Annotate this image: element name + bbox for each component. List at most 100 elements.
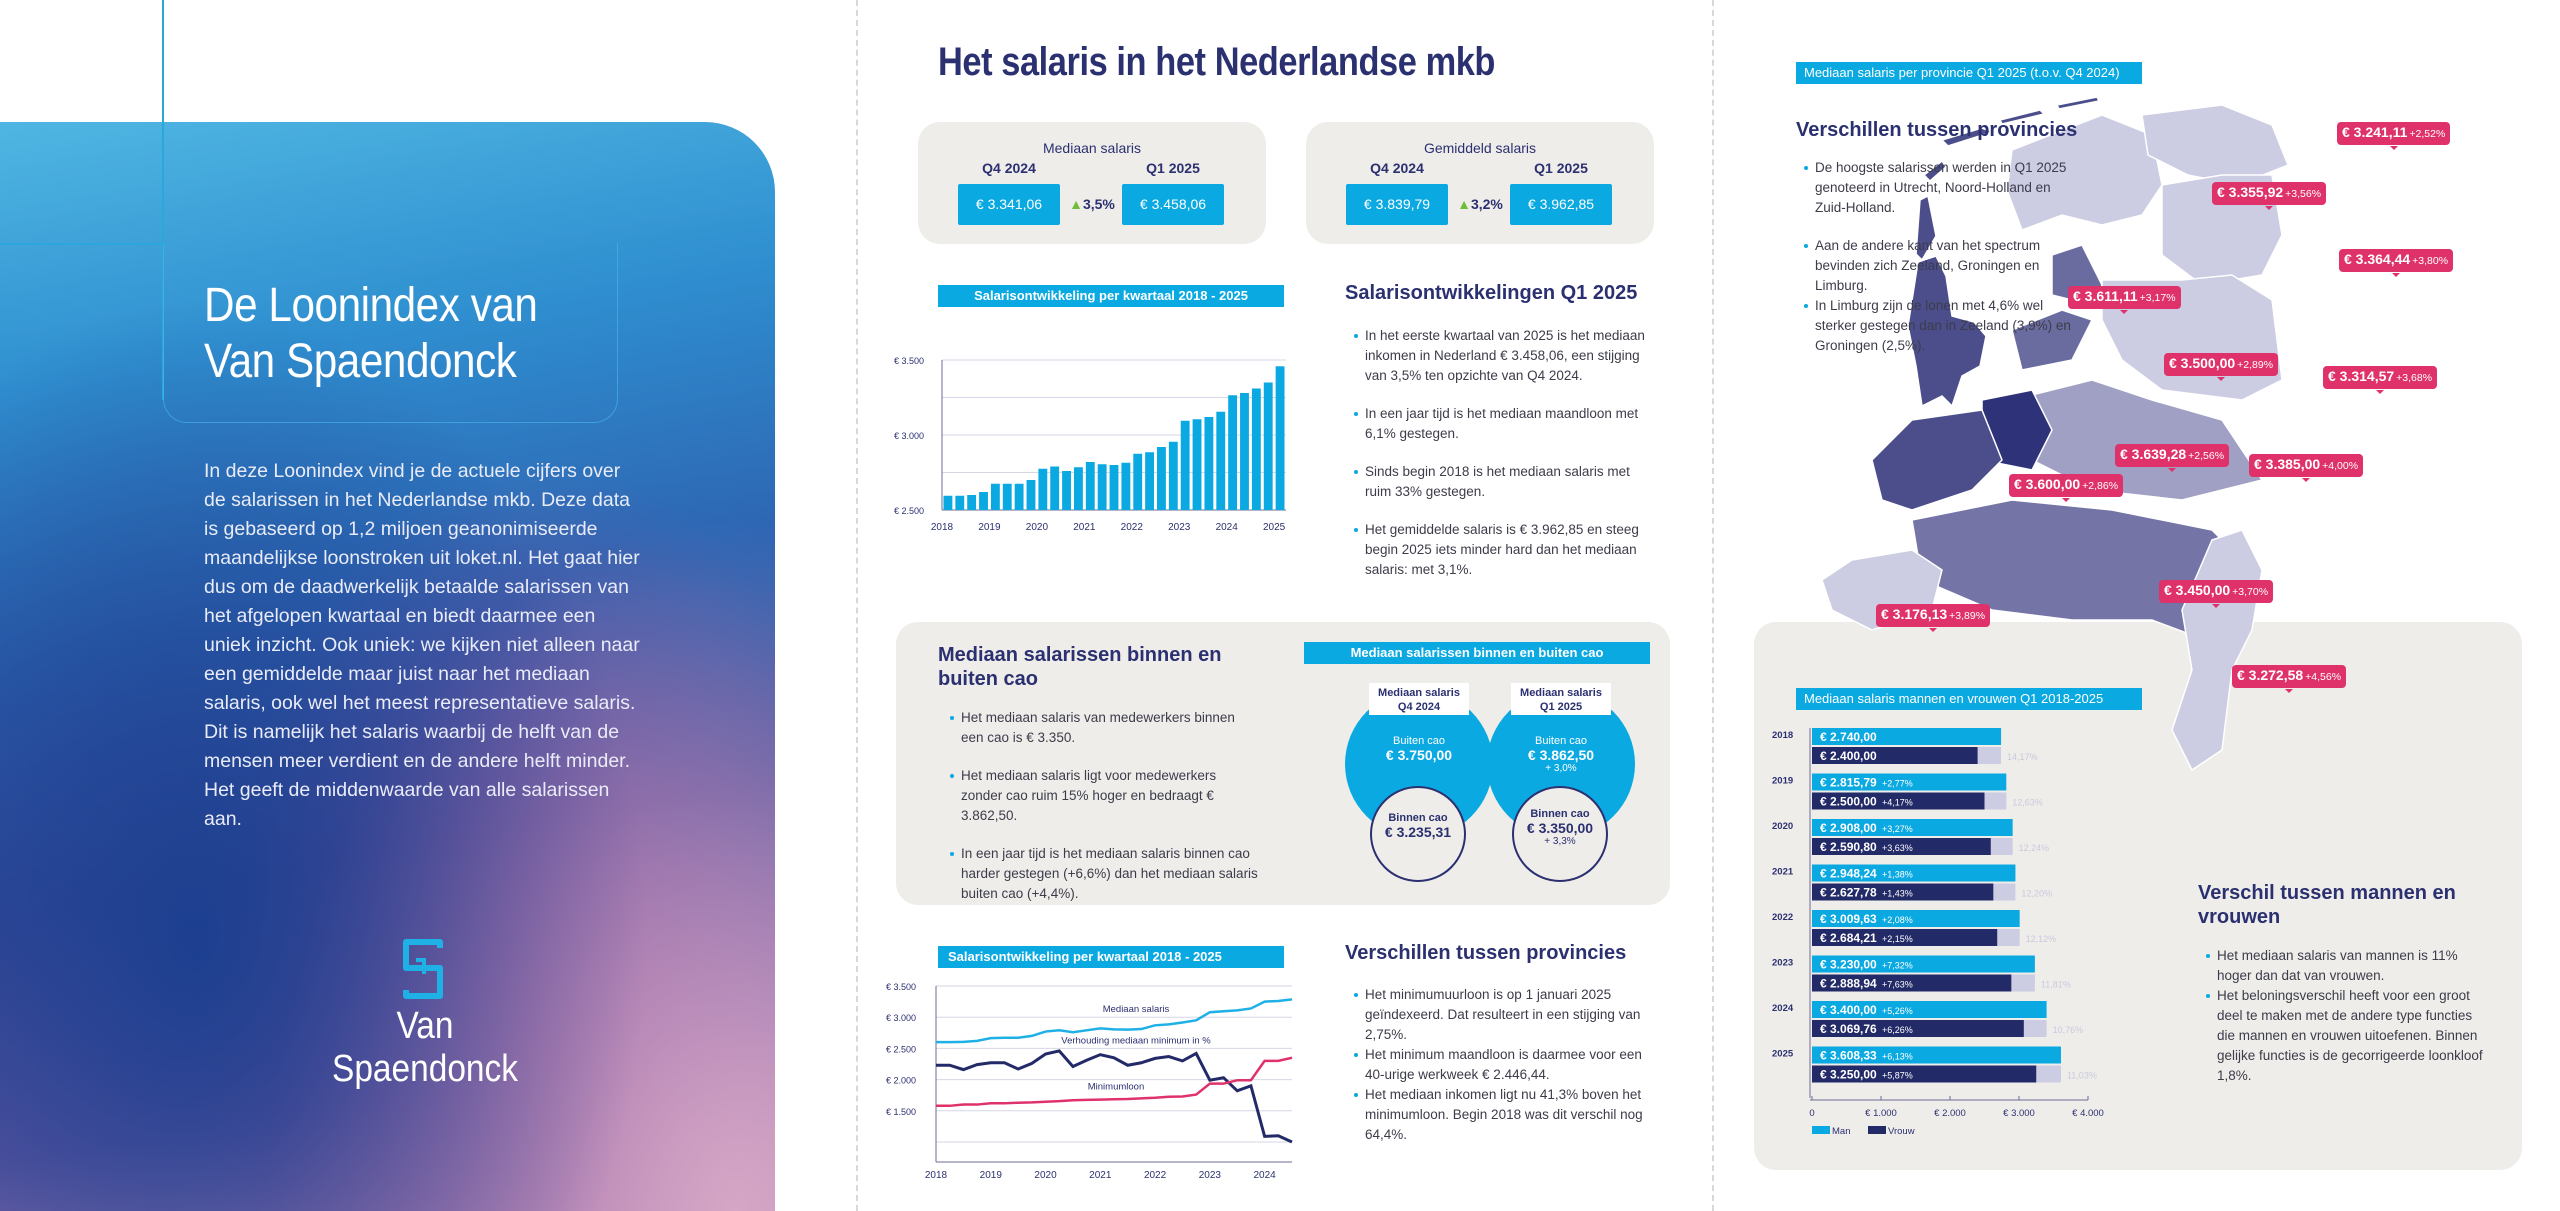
bar <box>1263 382 1273 510</box>
map-region-wadden <box>1915 96 2101 262</box>
binnen-cao-circle: Binnen cao € 3.235,31 <box>1370 786 1466 882</box>
circle-change: + 3,0% <box>1545 763 1577 774</box>
bar <box>1109 465 1119 510</box>
map-region-zuid-holland <box>1871 409 2003 511</box>
bar <box>1168 441 1178 510</box>
bar-man-label: € 3.608,33 <box>1820 1049 1877 1063</box>
circle-label: Buiten cao <box>1393 735 1445 747</box>
bar-woman <box>1812 1065 2037 1083</box>
province-pin-zuid-holland: € 3.600,00 +2,86% <box>2009 474 2124 502</box>
kpi-period-curr: Q1 2025 <box>1146 160 1200 176</box>
cover-title-line1: De Loonindex van <box>204 279 538 332</box>
bar-chart-title: Salarisontwikkeling per kwartaal 2018 - … <box>938 285 1284 307</box>
map-region-friesland <box>2006 114 2163 231</box>
bar-woman-change: +5,87% <box>1882 1071 1913 1081</box>
bar-man-change: +7,32% <box>1882 961 1913 971</box>
series-line <box>936 1049 1293 1144</box>
gap-label: 12,20% <box>2021 889 2052 899</box>
pin-value: € 3.314,57 <box>2328 368 2395 384</box>
kpi-value-prev: € 3.341,06 <box>958 184 1060 225</box>
map-region-noord-holland <box>1907 255 1987 408</box>
circle-value: € 3.750,00 <box>1385 747 1453 763</box>
gender-chart-title: Mediaan salaris mannen en vrouwen Q1 201… <box>1796 688 2142 710</box>
series-label: Minimumloon <box>1088 1082 1145 1093</box>
s-logo-icon <box>403 939 443 999</box>
series-label: Mediaan salaris <box>1103 1004 1170 1015</box>
bar-man <box>1812 1046 2061 1064</box>
cover-page: De Loonindex van Van Spaendonck In deze … <box>0 0 856 1211</box>
x-tick-label: 2022 <box>1144 1170 1167 1181</box>
y-tick-label: € 2.000 <box>886 1076 916 1086</box>
x-tick-label: 2021 <box>1089 1170 1112 1181</box>
pin-change: +2,86% <box>2082 480 2119 492</box>
bar <box>1050 466 1060 510</box>
pin-change: +2,56% <box>2188 450 2225 462</box>
fold-line <box>1712 0 1714 1211</box>
bar-woman-label: € 2.500,00 <box>1820 795 1877 809</box>
bar <box>1085 462 1095 510</box>
kpi-delta-value: 3,5% <box>1082 196 1115 212</box>
list-item: In een jaar tijd is het mediaan salaris … <box>950 844 1260 904</box>
bar-man-label: € 3.400,00 <box>1820 1003 1877 1017</box>
bar-woman <box>1812 792 1985 810</box>
circle-change: + 3,3% <box>1544 836 1576 847</box>
gap-label: 11,81% <box>2041 980 2071 990</box>
y-tick-label: € 3.500 <box>894 356 924 366</box>
list-item: Het gemiddelde salaris is € 3.962,85 en … <box>1354 520 1654 580</box>
series-line <box>936 998 1293 1044</box>
legend-swatch <box>1812 1126 1830 1134</box>
bar-man-label: € 3.230,00 <box>1820 958 1877 972</box>
bar-woman-change: +4,17% <box>1882 798 1913 808</box>
province-pin-utrecht: € 3.639,28 +2,56% <box>2115 444 2230 472</box>
province-pin-zeeland: € 3.176,13 +3,89% <box>1876 604 1991 632</box>
gap-label: 12,63% <box>2012 798 2043 808</box>
bar-woman-label: € 2.400,00 <box>1820 749 1877 763</box>
pin-change: +4,00% <box>2322 460 2359 472</box>
bar <box>990 483 1000 510</box>
legend-label: Man <box>1832 1126 1850 1137</box>
pin-change: +2,89% <box>2237 359 2274 371</box>
x-tick-label: 2024 <box>1253 1170 1276 1181</box>
kpi-period-prev: Q4 2024 <box>982 160 1036 176</box>
x-tick-label: € 1.000 <box>1865 1108 1897 1119</box>
year-label: 2019 <box>1772 776 1793 787</box>
bar-woman-label: € 2.590,80 <box>1820 840 1877 854</box>
bar-woman <box>1812 974 2012 992</box>
gap-label: 11,03% <box>2067 1071 2097 1081</box>
map-region-groningen <box>2141 104 2289 186</box>
bar <box>979 492 988 510</box>
x-tick-label: 2018 <box>931 522 954 533</box>
x-tick-label: 2020 <box>1026 522 1049 533</box>
legend-label: Vrouw <box>1888 1126 1915 1137</box>
salary-page: Het salaris in het Nederlandse mkb Media… <box>856 0 1712 1211</box>
x-tick-label: 2023 <box>1168 522 1191 533</box>
bar-woman <box>1812 929 1998 946</box>
pin-value: € 3.364,44 <box>2344 251 2411 267</box>
kpi-average-card: Gemiddeld salaris Q4 2024 Q1 2025 € 3.83… <box>1306 122 1654 244</box>
gap-label: 14,17% <box>2007 752 2038 762</box>
bar-man <box>1812 955 2035 973</box>
title-frame <box>163 243 618 423</box>
province-pin-noord-brabant: € 3.450,00 +3,70% <box>2159 580 2274 608</box>
bar-man-label: € 2.948,24 <box>1820 867 1877 881</box>
bar <box>1180 420 1190 510</box>
pin-change: +3,56% <box>2285 188 2322 200</box>
bar-woman <box>1812 1020 2024 1037</box>
bar-woman-change: +7,63% <box>1882 980 1913 990</box>
circle-label: Buiten cao <box>1535 735 1587 747</box>
kpi-value-curr: € 3.458,06 <box>1122 184 1224 225</box>
bar-woman-change: +3,63% <box>1882 843 1913 853</box>
bar <box>1062 471 1071 510</box>
prov-bullets: De hoogste salarissen werden in Q1 2025 … <box>1804 158 2074 356</box>
bar <box>1157 447 1166 510</box>
year-label: 2023 <box>1772 958 1793 969</box>
kpi-value-prev: € 3.839,79 <box>1346 184 1448 225</box>
pin-value: € 3.450,00 <box>2164 582 2231 598</box>
circle-header: Mediaan salaris Q4 2024 <box>1369 683 1469 715</box>
bar-woman-label: € 2.627,78 <box>1820 886 1877 900</box>
kpi-period-curr: Q1 2025 <box>1534 160 1588 176</box>
province-pin-limburg: € 3.272,58 +4,56% <box>2232 665 2347 693</box>
x-tick-label: € 2.000 <box>1934 1108 1966 1119</box>
x-tick-label: 2024 <box>1216 522 1239 533</box>
bar-man <box>1812 910 2020 927</box>
